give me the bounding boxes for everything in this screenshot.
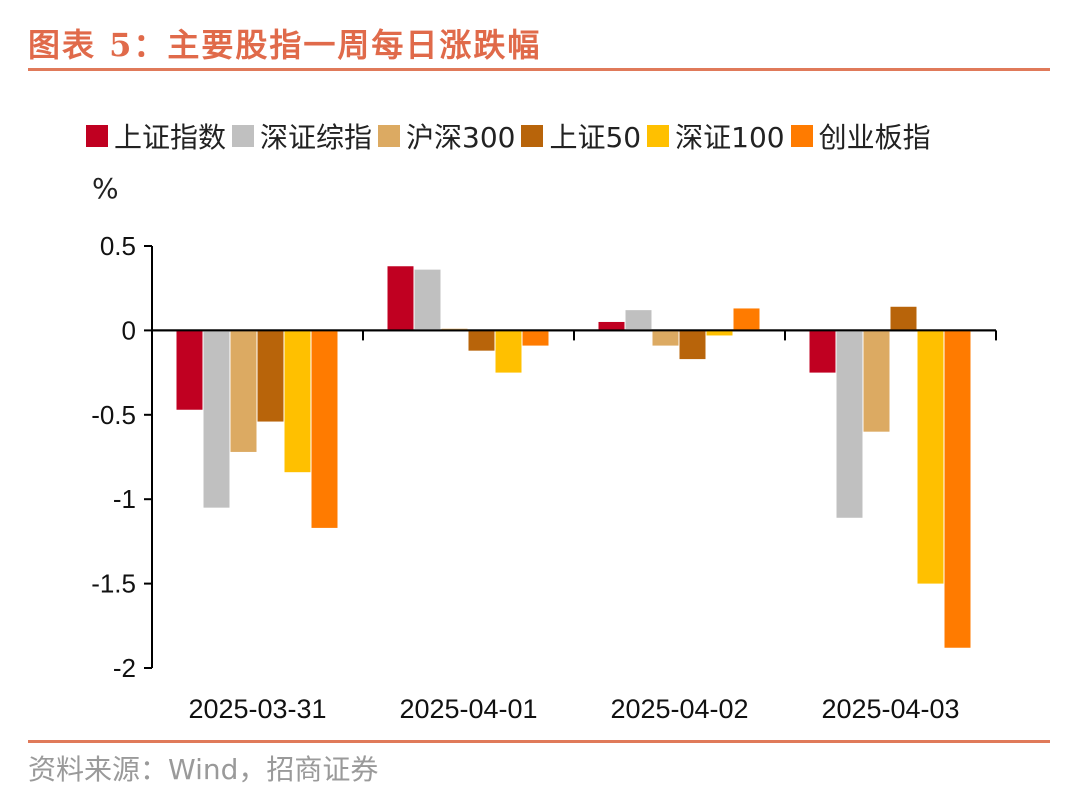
legend: 上证指数 深证综指 沪深300 上证50 深证100 创业板指 (86, 116, 937, 156)
y-axis-unit: % (92, 172, 119, 205)
legend-label: 上证指数 (114, 121, 227, 154)
y-tick-label: 0 (122, 315, 136, 345)
legend-swatch (521, 125, 544, 147)
legend-item: 深证100 (647, 116, 785, 156)
chart-title: 图表 5：主要股指一周每日涨跌幅 (28, 26, 542, 64)
bar (679, 330, 706, 360)
y-tick-label: -0.5 (91, 400, 136, 430)
legend-label: 沪深300 (406, 121, 516, 154)
source-divider (28, 740, 1050, 743)
bar (917, 330, 944, 584)
legend-swatch (232, 125, 255, 147)
bar (652, 330, 679, 346)
bar (311, 330, 338, 528)
bar (495, 330, 522, 373)
bar (733, 308, 760, 331)
source-note: 资料来源：Wind，招商证券 (28, 753, 379, 786)
bar (625, 310, 652, 331)
x-tick-label: 2025-03-31 (188, 694, 326, 724)
x-tick-label: 2025-04-03 (821, 694, 959, 724)
bar (944, 330, 971, 648)
legend-item: 上证50 (521, 116, 641, 156)
bar (203, 330, 230, 508)
bar (598, 321, 625, 331)
legend-item: 上证指数 (86, 116, 226, 156)
legend-label: 上证50 (549, 121, 642, 154)
bar (257, 330, 284, 422)
bar (809, 330, 836, 373)
legend-item: 沪深300 (378, 116, 515, 156)
bar (387, 266, 414, 331)
y-tick-label: -1.5 (91, 569, 136, 599)
bar (522, 330, 549, 346)
bar (468, 330, 495, 351)
x-tick-label: 2025-04-01 (399, 694, 537, 724)
y-tick-label: 0.5 (100, 231, 136, 261)
x-tick-label: 2025-04-02 (610, 694, 748, 724)
legend-item: 创业板指 (790, 116, 931, 156)
legend-swatch (790, 125, 813, 147)
bar (706, 330, 733, 336)
legend-swatch (647, 125, 670, 147)
legend-label: 创业板指 (818, 121, 931, 154)
bar (863, 330, 890, 432)
legend-label: 深证综指 (260, 121, 373, 154)
y-tick-label: -2 (113, 653, 136, 683)
y-tick-label: -1 (113, 484, 136, 514)
bar (414, 269, 441, 331)
legend-swatch (378, 125, 401, 147)
bar (836, 330, 863, 518)
title-divider (28, 68, 1050, 71)
bar (230, 330, 257, 452)
legend-item: 深证综指 (232, 116, 372, 156)
bar (890, 306, 917, 331)
legend-swatch (86, 125, 108, 147)
bar-chart: 0.5 0 -0.5 -1 -1.5 -2 2025-03-31 2025-04-01 2025… (91, 231, 997, 724)
bar (284, 330, 311, 473)
bar (176, 330, 203, 410)
legend-label: 深证100 (675, 121, 785, 154)
